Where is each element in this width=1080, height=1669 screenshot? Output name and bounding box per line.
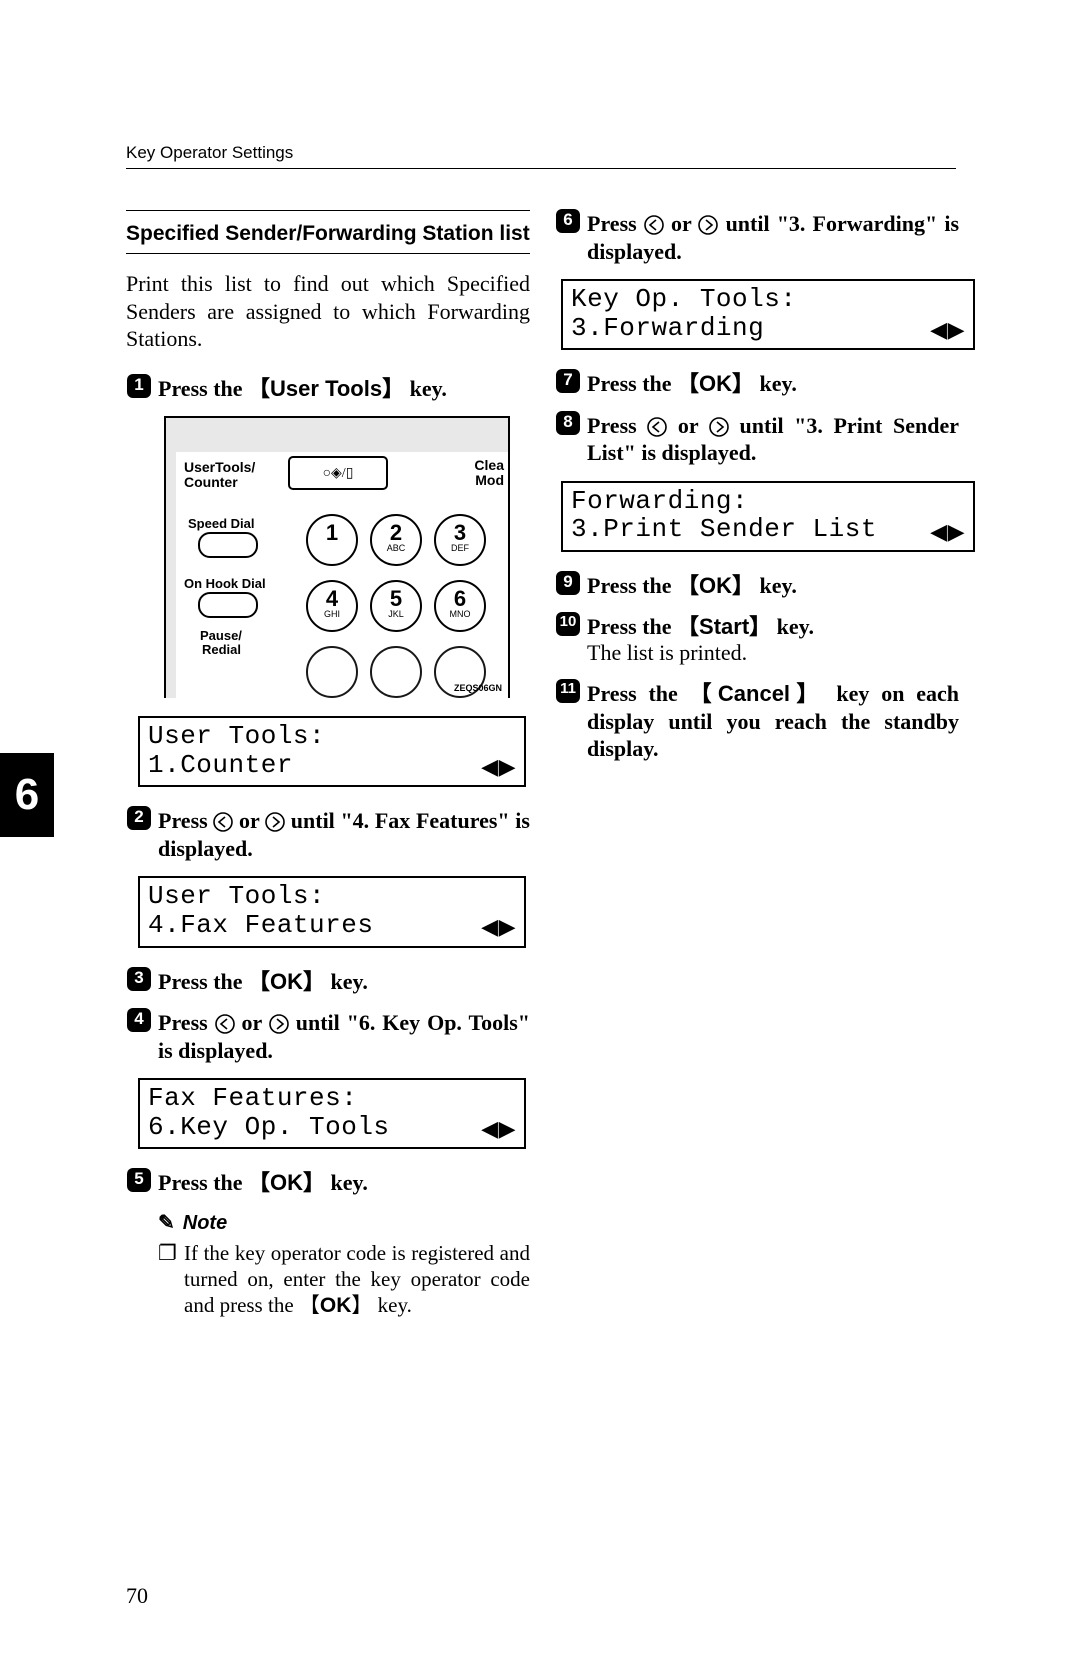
step-2: 2 Press or until "4. Fax Features" is di… [126, 807, 530, 862]
running-header: Key Operator Settings [126, 143, 956, 163]
nav-arrows-icon: ◀▶ [481, 1117, 516, 1141]
step-10-result: The list is printed. [555, 639, 959, 667]
section-tab: 6 [0, 753, 54, 837]
lcd-4: Key Op. Tools: 3.Forwarding ◀▶ [561, 279, 975, 350]
intro-text: Print this list to find out which Specif… [126, 270, 530, 353]
step-6: 6 Press or until "3. Forwarding" is disp… [555, 210, 959, 265]
step-4: 4 Press or until "6. Key Op. Tools" is d… [126, 1009, 530, 1064]
page-number: 70 [126, 1583, 148, 1609]
nav-arrows-icon: ◀▶ [930, 520, 965, 544]
header-rule [126, 168, 956, 169]
step-10: 10 Press the 【Start】 key. [555, 613, 959, 641]
step-8: 8 Press or until "3. Print Sender List" … [555, 412, 959, 467]
lcd-1: User Tools: 1.Counter ◀▶ [138, 716, 526, 787]
note-heading: Note [158, 1211, 530, 1236]
step-7: 7 Press the 【OK】 key. [555, 370, 959, 398]
nav-arrows-icon: ◀▶ [481, 915, 516, 939]
lcd-3: Fax Features: 6.Key Op. Tools ◀▶ [138, 1078, 526, 1149]
note-body: If the key operator code is registered a… [158, 1240, 530, 1320]
figure-code: ZEQS06GN [454, 683, 502, 694]
step-11: 11 Press the 【Cancel】 key on each displa… [555, 680, 959, 763]
lcd-5: Forwarding: 3.Print Sender List ◀▶ [561, 481, 975, 552]
keypad-figure: UserTools/Counter ○◈/▯ CleaMod Speed Dia… [164, 416, 510, 698]
lcd-2: User Tools: 4.Fax Features ◀▶ [138, 876, 526, 947]
section-heading: Specified Sender/Forwarding Station list [126, 210, 530, 254]
step-9: 9 Press the 【OK】 key. [555, 572, 959, 600]
step-1: 1 Press the 【User Tools】 key. [126, 375, 530, 403]
nav-arrows-icon: ◀▶ [481, 755, 516, 779]
nav-arrows-icon: ◀▶ [930, 318, 965, 342]
step-5: 5 Press the 【OK】 key. [126, 1169, 530, 1197]
user-tools-icon: ○◈/▯ [288, 456, 388, 490]
step-3: 3 Press the 【OK】 key. [126, 968, 530, 996]
